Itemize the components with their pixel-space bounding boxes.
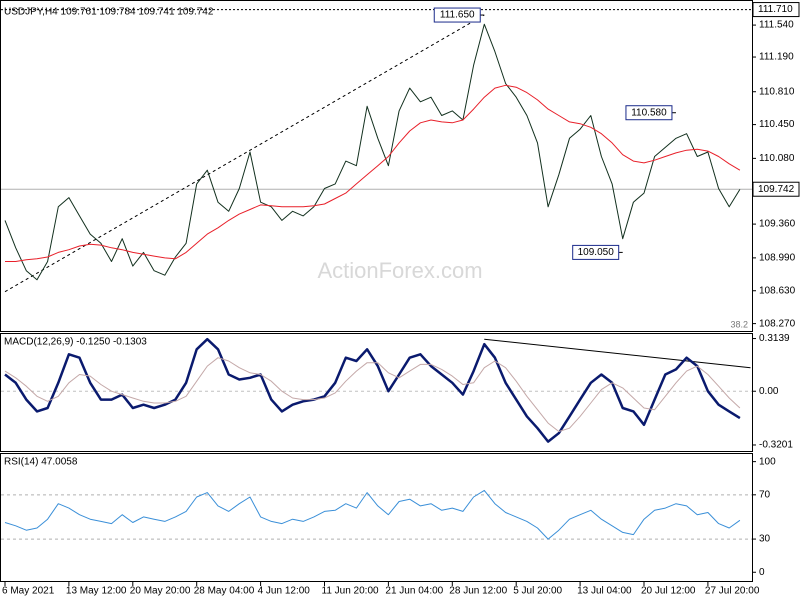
- level-label: 111.710: [758, 4, 793, 15]
- panel-title: MACD(12,26,9) -0.1250 -0.1303: [4, 337, 147, 348]
- level-box: [752, 181, 800, 197]
- y-tick-label: 108.630: [759, 285, 796, 296]
- level-box: [752, 2, 800, 18]
- price-panel: [0, 0, 753, 332]
- panel-title: USDJPY,H4 109.761 109.784 109.741 109.74…: [4, 7, 214, 18]
- x-tick-label: 6 May 2021: [2, 586, 55, 597]
- x-tick-label: 5 Jul 20:00: [513, 586, 562, 597]
- annotation-box: [572, 244, 620, 260]
- x-tick-label: 20 May 20:00: [130, 586, 191, 597]
- y-tick-label: 111.540: [759, 20, 794, 31]
- series-line: [4, 23, 741, 281]
- x-tick-label: 28 May 04:00: [194, 586, 255, 597]
- x-tick-label: 27 Jul 20:00: [705, 586, 760, 597]
- y-tick-label: 70: [759, 489, 771, 500]
- x-tick-label: 20 Jul 12:00: [641, 586, 696, 597]
- y-tick-label: 0.00: [759, 386, 779, 397]
- y-tick-label: 0: [759, 567, 765, 578]
- annotation-box: [625, 105, 673, 121]
- x-tick-label: 4 Jun 12:00: [258, 586, 311, 597]
- panel-title: RSI(14) 47.0058: [4, 457, 78, 468]
- fibo-label: 38.2: [730, 319, 748, 329]
- x-tick-label: 13 May 12:00: [66, 586, 127, 597]
- annotation-box: [433, 7, 481, 23]
- rsi-panel: [0, 453, 753, 582]
- x-tick-label: 21 Jun 04:00: [385, 586, 443, 597]
- x-tick-label: 28 Jun 12:00: [449, 586, 507, 597]
- level-label: 109.742: [758, 184, 795, 195]
- series-line: [4, 489, 741, 540]
- series-line: [4, 357, 741, 432]
- y-tick-label: 111.190: [759, 52, 794, 63]
- annotation-label: 109.050: [578, 247, 615, 258]
- x-tick-label: 11 Jun 20:00: [322, 586, 380, 597]
- series-line: [4, 337, 741, 443]
- y-tick-label: 110.080: [759, 153, 795, 164]
- y-tick-label: 108.990: [759, 253, 796, 264]
- y-tick-label: 110.810: [759, 86, 795, 97]
- y-tick-label: -0.3201: [759, 440, 793, 451]
- trendline: [484, 338, 751, 369]
- y-tick-label: 100: [759, 456, 776, 467]
- annotation-label: 111.650: [440, 10, 475, 21]
- y-tick-label: 0.3139: [759, 333, 790, 344]
- y-tick-label: 109.360: [759, 219, 796, 230]
- series-line: [5, 84, 741, 262]
- y-tick-label: 110.450: [759, 119, 795, 130]
- y-tick-label: 30: [759, 534, 771, 545]
- watermark: ActionForex.com: [317, 258, 482, 283]
- x-tick-label: 13 Jul 04:00: [577, 586, 632, 597]
- macd-panel: [0, 333, 753, 452]
- annotation-label: 110.580: [631, 107, 667, 118]
- y-tick-label: 108.270: [759, 318, 796, 329]
